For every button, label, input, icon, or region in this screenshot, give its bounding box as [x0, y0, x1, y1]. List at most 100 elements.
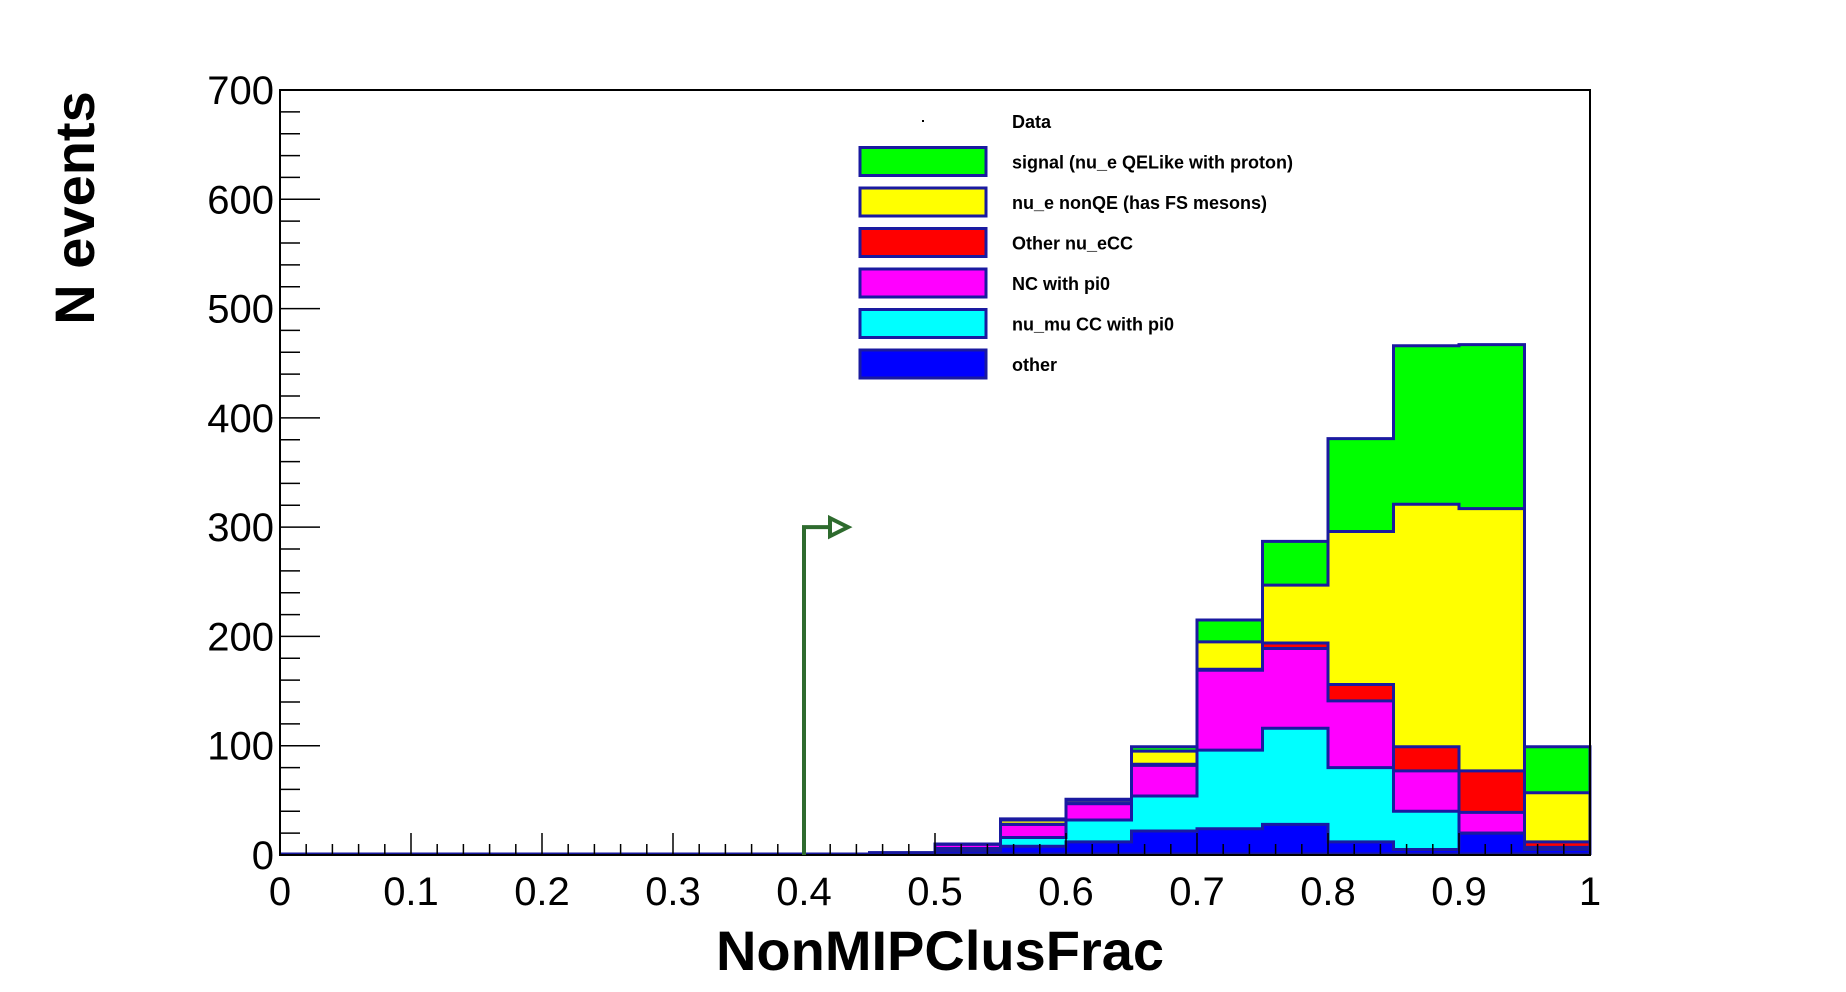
bar-0-6 [1262, 824, 1328, 855]
bar-0-10 [1524, 849, 1590, 855]
bar-1-6 [1262, 728, 1328, 825]
y-tick-label-7: 700 [207, 69, 274, 113]
bar-5-9 [1459, 344, 1525, 509]
y-tick-label-5: 500 [207, 288, 274, 332]
x-axis-title: NonMIPClusFrac [716, 919, 1164, 982]
bar-2-8 [1393, 770, 1459, 812]
legend-label: NC with pi0 [1012, 274, 1110, 294]
bar-2-5 [1197, 670, 1263, 751]
bar-3-8 [1393, 746, 1459, 771]
x-tick-label-9: 0.9 [1431, 870, 1487, 914]
legend-label: nu_mu CC with pi0 [1012, 315, 1174, 335]
x-tick-label-1: 0.1 [383, 870, 439, 914]
bar-4-9 [1459, 508, 1525, 771]
legend-swatch [858, 227, 988, 258]
x-tick-label-4: 0.4 [776, 870, 832, 914]
stack-outline-5 [868, 343, 1592, 855]
bar-0-8 [1393, 849, 1459, 855]
bar-2-7 [1328, 700, 1394, 768]
y-tick-label-4: 400 [207, 397, 274, 441]
legend: Data signal (nu_e QELike with proton) nu_e… [858, 112, 1293, 380]
bar-1-2 [1000, 837, 1066, 847]
bar-4-5 [1197, 641, 1263, 670]
bar-0-4 [1131, 830, 1197, 855]
y-tick-label-1: 100 [207, 725, 274, 769]
bar-4-8 [1393, 504, 1459, 747]
bars-layer [869, 344, 1590, 855]
y-tick-label-0: 0 [252, 834, 274, 878]
y-tick-label-2: 200 [207, 615, 274, 659]
bar-0-9 [1459, 833, 1525, 855]
bar-4-4 [1131, 751, 1197, 765]
legend-entry-1: signal (nu_e QELike with proton) [858, 146, 1293, 177]
bar-0-2 [1000, 846, 1066, 855]
legend-swatch [858, 348, 988, 380]
y-tick-labels: 0 100 200 300 400 500 600 700 [207, 69, 274, 878]
y-tick-label-3: 300 [207, 506, 274, 550]
bar-3-9 [1459, 770, 1525, 813]
legend-swatch [858, 267, 988, 299]
x-tick-label-2: 0.2 [514, 870, 570, 914]
legend-label: signal (nu_e QELike with proton) [1012, 153, 1293, 173]
bar-0-7 [1328, 841, 1394, 855]
stack-outline-1 [868, 726, 1592, 855]
x-tick-label-0: 0 [269, 870, 291, 914]
x-tick-label-7: 0.7 [1169, 870, 1225, 914]
cut-arrow-line [802, 525, 834, 855]
bar-5-6 [1262, 541, 1328, 586]
annotation-layer [802, 514, 853, 855]
legend-swatch [858, 308, 988, 339]
bar-3-10 [1524, 841, 1590, 848]
bar-4-6 [1262, 585, 1328, 643]
legend-label: Data [1012, 112, 1052, 132]
bar-2-3 [1066, 803, 1132, 821]
bar-1-5 [1197, 750, 1263, 829]
cut-arrow-head [828, 514, 853, 540]
bar-0-5 [1197, 828, 1263, 855]
legend-entry-6: other [858, 348, 1057, 380]
cut-arrow-0 [802, 514, 853, 855]
bar-1-7 [1328, 767, 1394, 842]
bar-5-5 [1197, 620, 1263, 642]
y-axis-title: N events [43, 91, 106, 324]
bar-2-1 [935, 844, 1001, 849]
bar-3-6 [1262, 642, 1328, 649]
x-tick-labels: 0 0.1 0.2 0.3 0.4 0.5 0.6 0.7 0.8 0.9 1 [269, 870, 1601, 914]
stack-outline-layer [280, 343, 1592, 856]
legend-swatch [858, 186, 988, 218]
bar-5-4 [1131, 746, 1197, 752]
legend-entry-0: Data [922, 112, 1052, 132]
bar-4-2 [1000, 820, 1066, 825]
legend-label: Other nu_eCC [1012, 234, 1133, 254]
bar-1-4 [1131, 795, 1197, 831]
legend-label: nu_e nonQE (has FS mesons) [1012, 193, 1267, 213]
bar-0-3 [1066, 841, 1132, 855]
bar-2-4 [1131, 765, 1197, 796]
bar-1-8 [1393, 811, 1459, 850]
legend-entry-3: Other nu_eCC [858, 227, 1133, 258]
bar-5-10 [1524, 746, 1590, 793]
x-tick-label-5: 0.5 [907, 870, 963, 914]
legend-entry-5: nu_mu CC with pi0 [858, 308, 1174, 339]
bar-5-8 [1393, 345, 1459, 505]
bar-2-2 [1000, 824, 1066, 838]
x-tick-label-10: 1 [1579, 870, 1601, 914]
x-tick-label-8: 0.8 [1300, 870, 1356, 914]
bar-1-3 [1066, 820, 1132, 842]
bar-2-6 [1262, 648, 1328, 729]
bar-2-9 [1459, 812, 1525, 834]
bar-4-10 [1524, 792, 1590, 842]
x-tick-label-6: 0.6 [1038, 870, 1094, 914]
bar-5-7 [1328, 438, 1394, 532]
x-tick-label-3: 0.3 [645, 870, 701, 914]
legend-entry-4: NC with pi0 [858, 267, 1110, 299]
bar-3-7 [1328, 684, 1394, 701]
bar-4-7 [1328, 531, 1394, 685]
legend-swatch [858, 146, 988, 177]
legend-entry-2: nu_e nonQE (has FS mesons) [858, 186, 1267, 218]
legend-label: other [1012, 355, 1057, 375]
legend-marker [922, 120, 924, 122]
bar-4-3 [1066, 800, 1132, 804]
